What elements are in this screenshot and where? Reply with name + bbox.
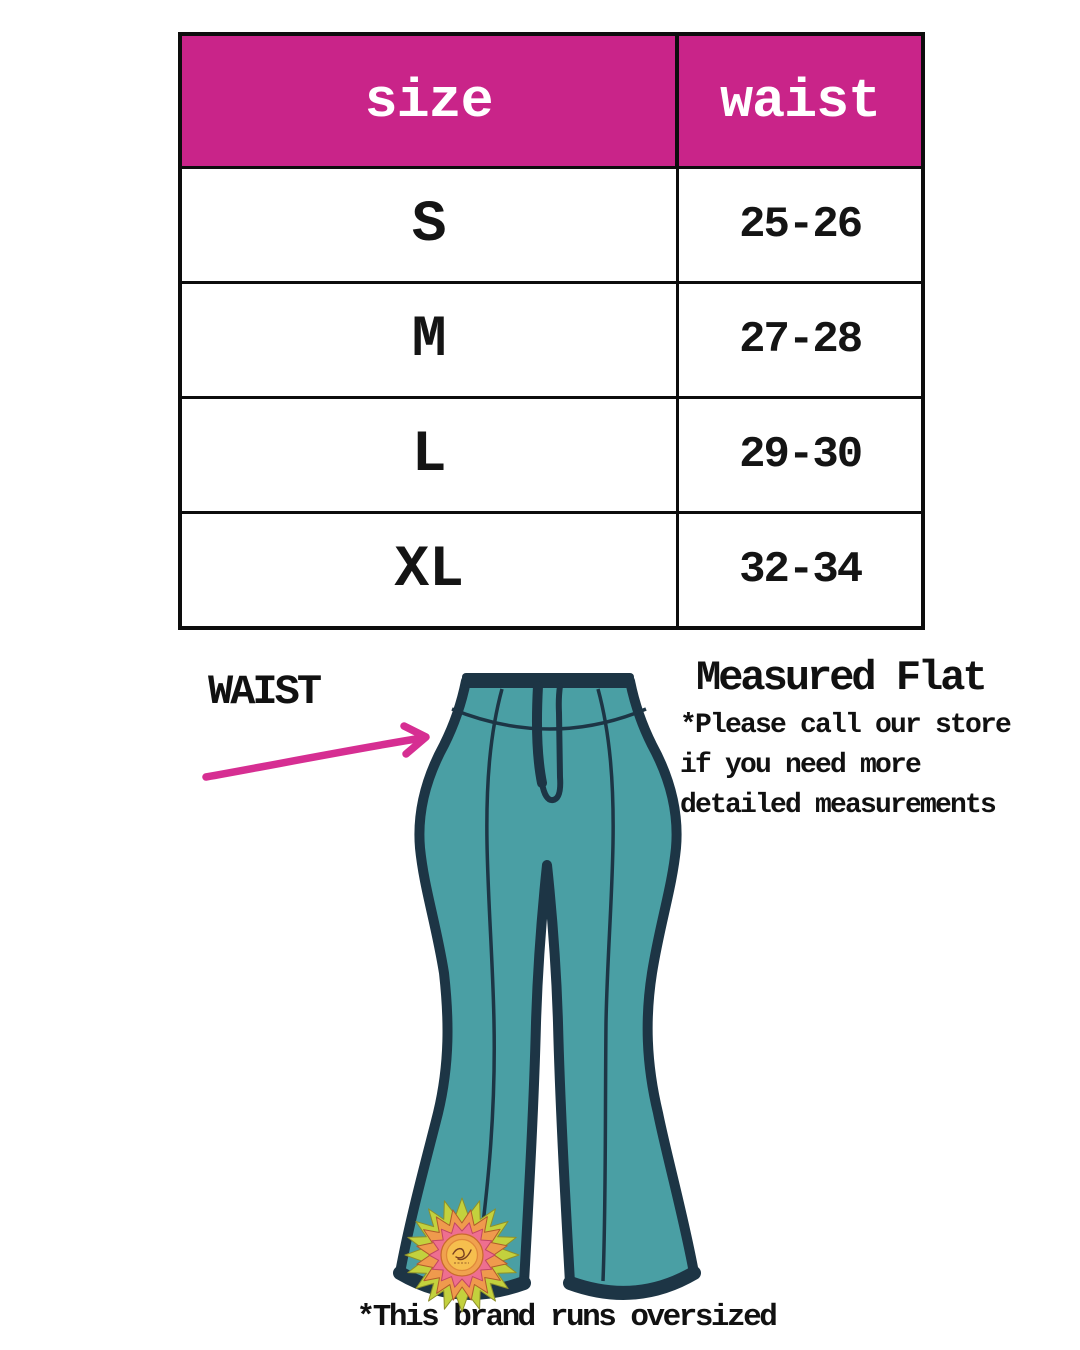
size-value: L <box>182 399 680 511</box>
waistband <box>462 673 634 688</box>
sun-logo-signature <box>452 1247 472 1264</box>
waist-callout-label: WAIST <box>208 668 322 716</box>
yoke-seam <box>451 707 647 731</box>
header-size-column: size <box>182 36 680 166</box>
leg-seam-left <box>474 688 504 1282</box>
pants-body <box>395 676 699 1298</box>
leg-seam-right <box>596 688 615 1282</box>
store-note-line: detailed measurements <box>680 790 997 821</box>
size-value: S <box>182 169 680 281</box>
sun-mandala-logo-icon <box>404 1197 520 1313</box>
waist-arrow-icon <box>202 722 430 781</box>
size-chart-table: size waist S 25-26 M 27-28 L 29-30 XL 32… <box>178 32 925 630</box>
store-note: *Please call our store if you need more … <box>680 706 1012 826</box>
flare-pants-illustration <box>393 673 701 1313</box>
table-row: L 29-30 <box>182 396 921 511</box>
store-note-line: if you need more <box>680 750 922 781</box>
hem-right <box>563 1266 701 1300</box>
store-note-line: *Please call our store <box>680 710 1012 741</box>
waist-value: 25-26 <box>739 200 863 250</box>
waist-value: 32-34 <box>739 545 863 595</box>
header-waist-column: waist <box>720 69 881 133</box>
fly-line-thick-edge <box>532 681 547 788</box>
table-row: S 25-26 <box>182 166 921 281</box>
table-row: XL 32-34 <box>182 511 921 626</box>
measured-flat-title: Measured Flat <box>696 654 988 702</box>
waist-value: 29-30 <box>739 430 863 480</box>
size-chart-header-row: size waist <box>182 36 921 166</box>
waist-value: 27-28 <box>739 315 863 365</box>
table-row: M 27-28 <box>182 281 921 396</box>
size-value: XL <box>182 514 680 626</box>
oversized-note: *This brand runs oversized <box>356 1300 778 1335</box>
size-value: M <box>182 284 680 396</box>
